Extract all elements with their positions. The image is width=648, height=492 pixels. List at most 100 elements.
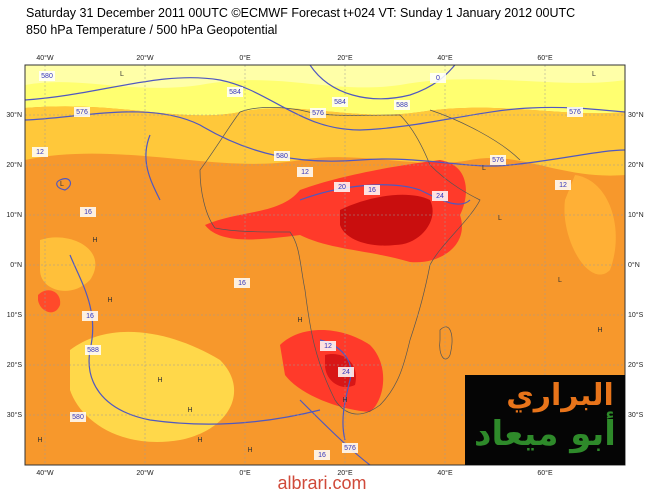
contour-label-bg <box>430 73 446 83</box>
contour-label-bg <box>334 182 350 192</box>
contour-label-bg <box>297 167 313 177</box>
contour-label-bg <box>310 108 326 118</box>
lon-label: 40°E <box>437 469 453 477</box>
contour-label: 16 <box>368 187 376 194</box>
lat-label: 20°N <box>628 161 644 169</box>
lon-label: 0°E <box>239 54 251 62</box>
contour-label-bg <box>70 412 86 422</box>
contour-label: 580 <box>276 153 288 160</box>
contour-label-bg <box>80 207 96 217</box>
lon-label: 40°W <box>36 469 54 477</box>
contour-label-bg <box>39 71 55 81</box>
contour-label-bg <box>490 155 506 165</box>
contour-label: 24 <box>436 193 444 200</box>
contour-label: 576 <box>492 157 504 164</box>
lon-label: 60°E <box>537 54 553 62</box>
pressure-mark: H <box>342 397 347 404</box>
lat-label: 20°S <box>628 361 644 369</box>
contour-label-bg <box>74 107 90 117</box>
contour-label-bg <box>314 450 330 460</box>
pressure-mark: L <box>592 71 596 78</box>
lat-label: 0°N <box>10 261 22 269</box>
contour-label-bg <box>567 107 583 117</box>
watermark-site: albrari.com <box>277 473 366 492</box>
contour-label: 20 <box>338 184 346 191</box>
map-frame <box>24 64 626 466</box>
contour-label: 12 <box>301 169 309 176</box>
contour-label: 576 <box>344 445 356 452</box>
lat-label: 10°S <box>628 311 644 319</box>
pressure-mark: L <box>498 215 502 222</box>
contour-label: 576 <box>312 110 324 117</box>
watermark-box <box>465 375 625 465</box>
contour-label: 576 <box>569 109 581 116</box>
contour-label-bg <box>338 367 354 377</box>
title: Saturday 31 December 2011 00UTC ©ECMWF F… <box>26 6 575 20</box>
contour-label: 12 <box>36 149 44 156</box>
contour-label: 588 <box>396 102 408 109</box>
contour-label: 584 <box>334 99 346 106</box>
lon-label: 0°E <box>239 469 251 477</box>
lon-label: 20°E <box>337 54 353 62</box>
contour-label: 584 <box>229 89 241 96</box>
pressure-mark: H <box>157 377 162 384</box>
lat-label: 30°N <box>628 111 644 119</box>
pressure-mark: H <box>92 237 97 244</box>
pressure-mark: H <box>297 317 302 324</box>
pressure-mark: H <box>247 447 252 454</box>
pressure-mark: H <box>197 437 202 444</box>
contour-label-bg <box>332 97 348 107</box>
watermark-name: أبو ميعاد <box>474 411 616 454</box>
contour-label-bg <box>227 87 243 97</box>
contour-label-bg <box>274 151 290 161</box>
lat-label: 10°N <box>628 211 644 219</box>
lon-label: 20°W <box>136 469 154 477</box>
contour-label-bg <box>32 147 48 157</box>
lon-label: 40°W <box>36 54 54 62</box>
watermark-name: البراري <box>506 378 614 413</box>
contour-label-bg <box>85 345 101 355</box>
pressure-mark: H <box>37 437 42 444</box>
contour-label: 12 <box>324 343 332 350</box>
contour-label: 16 <box>238 280 246 287</box>
pressure-mark: L <box>60 181 64 188</box>
contour-label-bg <box>555 180 571 190</box>
lon-label: 20°W <box>136 54 154 62</box>
contour-label-bg <box>82 311 98 321</box>
lat-label: 20°S <box>7 361 23 369</box>
contour-label-bg <box>234 278 250 288</box>
subtitle: 850 hPa Temperature / 500 hPa Geopotenti… <box>26 23 277 37</box>
lat-label: 20°N <box>6 161 22 169</box>
lat-label: 10°S <box>7 311 23 319</box>
contour-label-bg <box>432 191 448 201</box>
contour-label-bg <box>342 443 358 453</box>
contour-label: 0 <box>436 75 440 82</box>
lat-label: 30°S <box>7 411 23 419</box>
contour-label-bg <box>364 185 380 195</box>
map <box>25 65 625 465</box>
contour-label: 16 <box>86 313 94 320</box>
contour-label: 24 <box>342 369 350 376</box>
contour-label: 16 <box>318 452 326 459</box>
lon-label: 20°E <box>337 469 353 477</box>
contour-label-bg <box>320 341 336 351</box>
pressure-mark: L <box>120 71 124 78</box>
lat-label: 30°S <box>628 411 644 419</box>
lat-label: 30°N <box>6 111 22 119</box>
contour-label: 12 <box>559 182 567 189</box>
contour-label: 576 <box>76 109 88 116</box>
pressure-mark: H <box>187 407 192 414</box>
contour-label: 580 <box>41 73 53 80</box>
contour-label: 588 <box>87 347 99 354</box>
pressure-mark: L <box>482 165 486 172</box>
pressure-mark: H <box>107 297 112 304</box>
contour-label: 16 <box>84 209 92 216</box>
pressure-mark: L <box>558 277 562 284</box>
contour-label-bg <box>394 100 410 110</box>
lat-label: 10°N <box>6 211 22 219</box>
lon-label: 60°E <box>537 469 553 477</box>
contour-label: 580 <box>72 414 84 421</box>
lon-label: 40°E <box>437 54 453 62</box>
pressure-mark: H <box>597 327 602 334</box>
